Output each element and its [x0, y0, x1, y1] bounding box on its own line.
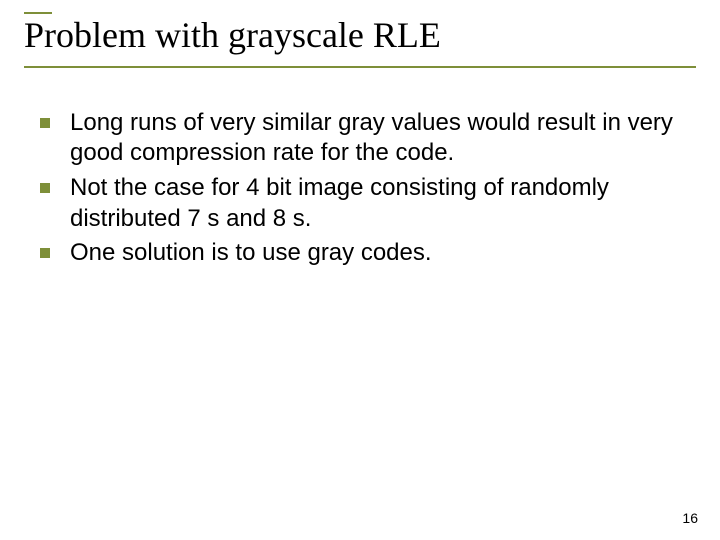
title-rule: Problem with grayscale RLE — [24, 12, 696, 68]
square-bullet-icon — [40, 183, 50, 193]
bullet-text: Not the case for 4 bit image consisting … — [70, 173, 696, 234]
page-number: 16 — [682, 510, 698, 526]
bullet-text: One solution is to use gray codes. — [70, 238, 432, 269]
list-item: Not the case for 4 bit image consisting … — [40, 173, 696, 234]
square-bullet-icon — [40, 118, 50, 128]
square-bullet-icon — [40, 248, 50, 258]
slide: Problem with grayscale RLE Long runs of … — [0, 0, 720, 540]
bullet-list: Long runs of very similar gray values wo… — [24, 108, 696, 270]
list-item: One solution is to use gray codes. — [40, 238, 696, 269]
slide-title: Problem with grayscale RLE — [24, 16, 696, 56]
bullet-text: Long runs of very similar gray values wo… — [70, 108, 696, 169]
list-item: Long runs of very similar gray values wo… — [40, 108, 696, 169]
